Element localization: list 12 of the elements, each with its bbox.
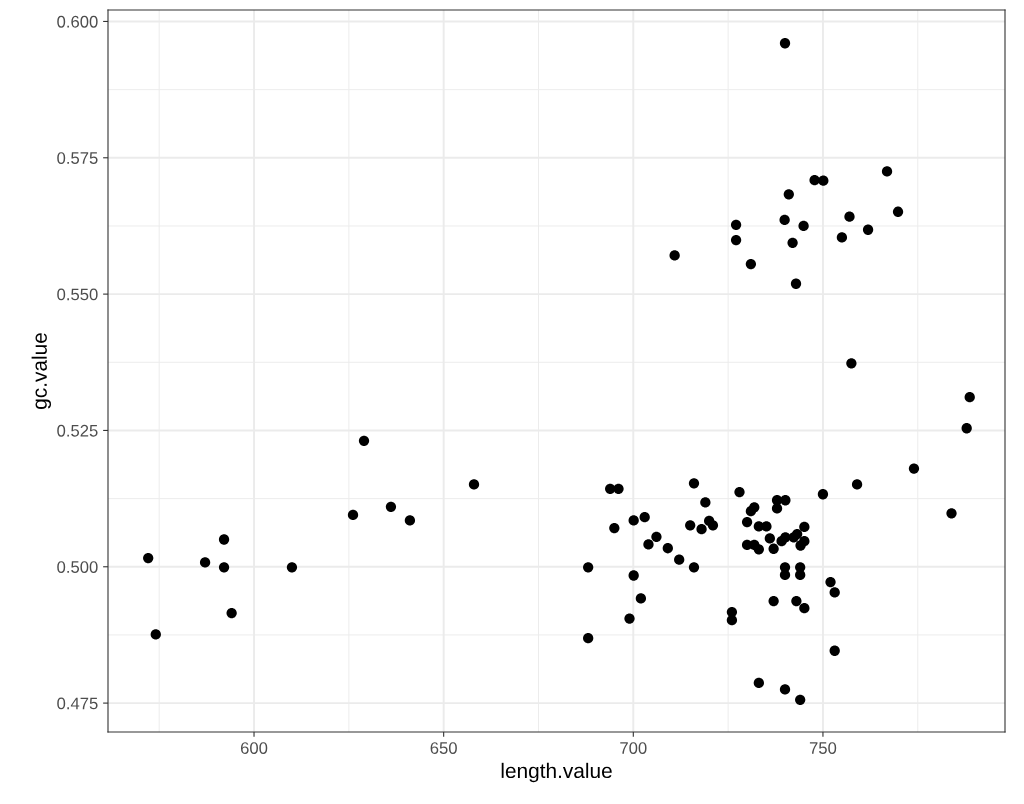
y-tick-label: 0.500 [57, 561, 98, 573]
y-axis-title: gc.value [31, 333, 52, 409]
x-tick-label: 700 [620, 742, 647, 754]
x-axis-title: length.value [501, 762, 612, 783]
y-tick-label: 0.600 [57, 15, 98, 28]
y-tick-label: 0.525 [57, 424, 98, 437]
x-tick-label: 650 [430, 742, 457, 754]
x-tick-label: 600 [240, 742, 268, 754]
y-tick-label: 0.550 [57, 288, 98, 301]
y-tick-label: 0.475 [57, 697, 98, 710]
y-tick-label: 0.575 [57, 152, 98, 164]
x-tick-label: 750 [809, 742, 837, 754]
